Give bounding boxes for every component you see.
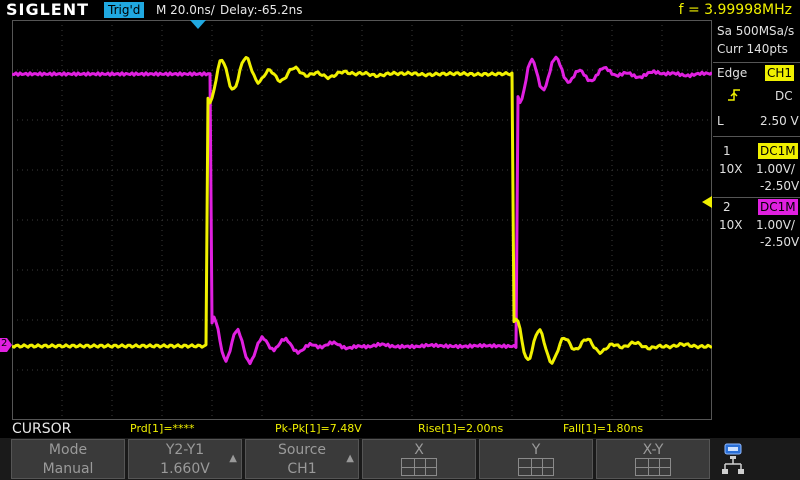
softkey-source[interactable]: Source CH1 ▲ xyxy=(245,439,359,479)
softkey-menu: Mode Manual Y2-Y1 1.660V ▲ Source CH1 ▲ … xyxy=(0,438,800,480)
waveform-display[interactable] xyxy=(12,20,712,420)
memory-depth: Curr 140pts xyxy=(717,42,788,56)
softkey-y[interactable]: Y xyxy=(479,439,593,479)
trigger-level-marker-icon[interactable] xyxy=(702,193,712,212)
frequency-readout: f = 3.99998MHz xyxy=(678,2,792,18)
ch2-coupling[interactable]: DC1M xyxy=(758,199,798,215)
ch1-waveform xyxy=(12,56,712,365)
menu-title: CURSOR xyxy=(12,421,72,437)
brand-logo: SIGLENT xyxy=(6,0,90,19)
trigger-level[interactable]: 2.50 V xyxy=(760,114,799,128)
softkey-label: X xyxy=(414,442,424,458)
rising-edge-icon xyxy=(727,88,741,105)
softkey-x[interactable]: X xyxy=(362,439,476,479)
fall-measurement: Fall[1]=1.80ns xyxy=(563,422,644,435)
status-bar: SIGLENT Trig'd M 20.0ns/ Delay:-65.2ns f… xyxy=(0,0,800,20)
delay-readout[interactable]: Delay:-65.2ns xyxy=(220,3,303,17)
softkey-y2-y1[interactable]: Y2-Y1 1.660V ▲ xyxy=(128,439,242,479)
softkey-value: Manual xyxy=(42,461,94,477)
trigger-coupling: DC xyxy=(775,89,793,103)
ch1-number: 1 xyxy=(723,144,731,158)
ch1-scale[interactable]: 1.00V/ xyxy=(756,162,795,176)
softkey-value: CH1 xyxy=(287,461,317,477)
divider xyxy=(713,62,800,63)
measurement-bar: CURSOR Prd[1]=**** Pk-Pk[1]=7.48V Rise[1… xyxy=(0,420,800,438)
rise-measurement: Rise[1]=2.00ns xyxy=(418,422,504,435)
ch2-scale[interactable]: 1.00V/ xyxy=(756,218,795,232)
timebase-readout[interactable]: M 20.0ns/ xyxy=(156,3,215,17)
ch1-offset[interactable]: -2.50V xyxy=(760,179,800,193)
ch2-offset[interactable]: -2.50V xyxy=(760,235,800,249)
trigger-position-marker-icon[interactable] xyxy=(190,20,206,29)
ch2-probe: 10X xyxy=(719,218,743,232)
adjust-arrow-icon: ▲ xyxy=(346,453,354,464)
grid-icon xyxy=(518,458,554,476)
waveform-canvas[interactable] xyxy=(12,20,712,420)
softkey-mode[interactable]: Mode Manual xyxy=(11,439,125,479)
pkpk-measurement: Pk-Pk[1]=7.48V xyxy=(275,422,362,435)
ch2-ground-label: 2 xyxy=(1,338,8,349)
ch2-ground-marker[interactable]: 2 xyxy=(0,337,12,352)
softkey-x-y[interactable]: X-Y xyxy=(596,439,710,479)
sample-rate: Sa 500MSa/s xyxy=(717,24,795,38)
network-status-icon[interactable] xyxy=(722,442,744,476)
divider xyxy=(713,136,800,137)
info-panel: Sa 500MSa/s Curr 140pts Edge CH1 DC L 2.… xyxy=(713,20,800,420)
trigger-level-label: L xyxy=(717,114,724,128)
trigger-mode[interactable]: Edge xyxy=(717,66,748,80)
divider xyxy=(713,197,800,198)
softkey-label: Y xyxy=(531,442,541,458)
adjust-arrow-icon: ▲ xyxy=(229,453,237,464)
ch2-number: 2 xyxy=(723,200,731,214)
trigger-status-badge: Trig'd xyxy=(104,2,145,18)
softkey-value: 1.660V xyxy=(160,461,210,477)
ch2-waveform xyxy=(12,55,712,366)
ch1-coupling[interactable]: DC1M xyxy=(758,143,798,159)
ch1-probe: 10X xyxy=(719,162,743,176)
period-measurement: Prd[1]=**** xyxy=(130,422,195,435)
graticule xyxy=(12,20,712,420)
graticule-border xyxy=(12,20,712,420)
grid-icon xyxy=(635,458,671,476)
trigger-source[interactable]: CH1 xyxy=(765,65,795,81)
softkey-label: X-Y xyxy=(642,442,664,458)
softkey-label: Mode xyxy=(48,442,88,458)
softkey-label: Source xyxy=(277,442,327,458)
softkey-label: Y2-Y1 xyxy=(165,442,205,458)
grid-icon xyxy=(401,458,437,476)
